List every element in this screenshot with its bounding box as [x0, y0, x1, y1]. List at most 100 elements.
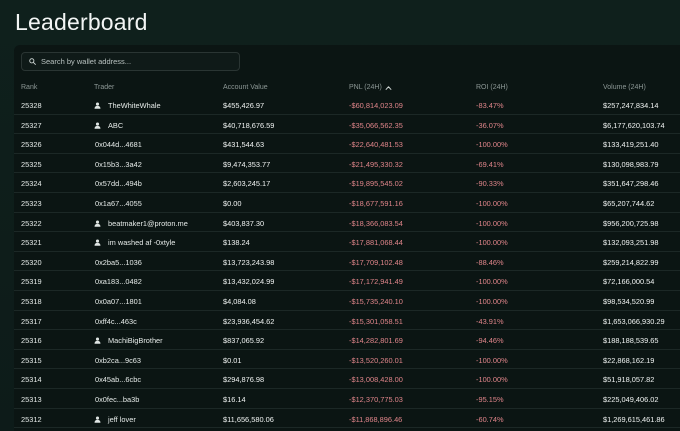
pnl-cell: -$13,520,260.01	[349, 355, 403, 365]
trader-cell[interactable]: MachiBigBrother	[94, 336, 163, 345]
trader-name[interactable]: TheWhiteWhale	[108, 101, 161, 110]
trader-name[interactable]: 0x57dd...494b	[95, 179, 142, 189]
account-value-cell: $13,723,243.98	[223, 257, 275, 267]
trader-name[interactable]: 0x044d...4681	[95, 140, 142, 150]
pnl-cell: -$17,709,102.48	[349, 257, 403, 267]
trader-cell[interactable]: 0x044d...4681	[95, 140, 142, 149]
rank-cell: 25314	[21, 375, 42, 385]
volume-cell: $351,647,298.46	[603, 179, 659, 189]
table-row[interactable]: 25327 ABC $40,718,676.59 -$35,066,562.35 -36…	[14, 115, 680, 135]
rank-cell: 25323	[21, 199, 42, 208]
roi-cell: -95.15%	[476, 395, 504, 404]
table-row[interactable]: 25314 0x45ab...6cbc $294,876.98 -$13,008,42…	[14, 369, 680, 389]
trader-name[interactable]: beatmaker1@proton.me	[108, 218, 188, 228]
pnl-cell: -$13,008,428.00	[349, 375, 403, 385]
table-row[interactable]: 25315 0xb2ca...9c63 $0.01 -$13,520,260.01 -1…	[14, 350, 680, 370]
table-row[interactable]: 25328 TheWhiteWhale $455,426.97 -$60,814,02…	[14, 95, 680, 115]
table-row[interactable]: 25322 beatmaker1@proton.me $403,837.30 -$18…	[14, 213, 680, 233]
trader-cell[interactable]: ABC	[94, 121, 123, 130]
rank-cell: 25321	[21, 238, 42, 248]
column-header-volume[interactable]: Volume (24H)	[603, 84, 646, 91]
table-row[interactable]: 25316 MachiBigBrother $837,065.92 -$14,282,…	[14, 330, 680, 350]
trader-cell[interactable]: 0x45ab...6cbc	[95, 375, 141, 384]
roi-cell: -94.46%	[476, 336, 504, 346]
pnl-cell: -$18,366,083.54	[349, 218, 403, 228]
trader-cell[interactable]: beatmaker1@proton.me	[94, 219, 188, 228]
roi-cell: -100.00%	[476, 140, 508, 150]
trader-cell[interactable]: 0xff4c...463c	[95, 317, 137, 326]
table-row[interactable]: 25321 im washed af -0xtyle $138.24 -$17,881…	[14, 232, 680, 252]
roi-cell: -100.00%	[476, 199, 508, 208]
trader-name[interactable]: 0xa183...0482	[95, 277, 142, 287]
table-row[interactable]: 25318 0x0a07...1801 $4,084.08 -$15,735,240.…	[14, 291, 680, 311]
account-value-cell: $2,603,245.17	[223, 179, 271, 189]
table-row[interactable]: 25319 0xa183...0482 $13,432,024.99 -$17,172…	[14, 271, 680, 291]
user-icon	[94, 337, 101, 344]
column-header-account-value[interactable]: Account Value	[223, 84, 268, 91]
table-row[interactable]: 25312 jeff lover $11,656,580.06 -$11,868,89…	[14, 409, 680, 429]
table-row[interactable]: 25313 0x0fec...ba3b $16.14 -$12,370,775.03 -…	[14, 389, 680, 409]
volume-cell: $22,868,162.19	[603, 355, 655, 365]
trader-name[interactable]: jeff lover	[108, 414, 136, 424]
volume-cell: $65,207,744.62	[603, 199, 655, 208]
search-input[interactable]	[41, 57, 231, 66]
column-header-pnl[interactable]: PNL (24H)	[349, 84, 392, 91]
table-row[interactable]: 25324 0x57dd...494b $2,603,245.17 -$19,895,…	[14, 173, 680, 193]
account-value-cell: $40,718,676.59	[223, 120, 275, 130]
trader-cell[interactable]: 0x1a67...4055	[95, 199, 142, 208]
table-row[interactable]: 25317 0xff4c...463c $23,936,454.62 -$15,301…	[14, 311, 680, 331]
trader-cell[interactable]: 0x57dd...494b	[95, 179, 142, 188]
roi-cell: -43.91%	[476, 316, 504, 326]
search-icon	[29, 58, 36, 65]
trader-name[interactable]: ABC	[108, 120, 124, 130]
trader-name[interactable]: im washed af -0xtyle	[108, 238, 176, 248]
search-bar[interactable]	[21, 52, 240, 71]
trader-name[interactable]: 0xff4c...463c	[95, 316, 137, 326]
trader-name[interactable]: 0xb2ca...9c63	[95, 355, 142, 365]
table-row[interactable]: 25320 0x2ba5...1036 $13,723,243.98 -$17,709…	[14, 252, 680, 272]
trader-cell[interactable]: 0xa183...0482	[95, 277, 142, 286]
page-title: Leaderboard	[15, 9, 148, 35]
roi-cell: -100.00%	[476, 277, 508, 287]
trader-name[interactable]: 0x2ba5...1036	[95, 257, 142, 267]
trader-name[interactable]: MachiBigBrother	[108, 336, 163, 346]
trader-name[interactable]: 0x0a07...1801	[95, 297, 142, 306]
pnl-cell: -$18,677,591.16	[349, 199, 403, 208]
trader-name[interactable]: 0x0fec...ba3b	[95, 395, 140, 404]
trader-cell[interactable]: jeff lover	[94, 415, 136, 424]
roi-cell: -90.33%	[476, 179, 504, 189]
trader-cell[interactable]: 0x0fec...ba3b	[95, 395, 139, 404]
table-row[interactable]: 25323 0x1a67...4055 $0.00 -$18,677,591.16 -1…	[14, 193, 680, 213]
volume-cell: $132,093,251.98	[603, 238, 659, 248]
roi-cell: -36.07%	[476, 120, 504, 130]
column-header-trader[interactable]: Trader	[94, 84, 115, 91]
roi-cell: -88.46%	[476, 257, 504, 267]
pnl-cell: -$17,881,068.44	[349, 238, 403, 248]
user-icon	[94, 220, 101, 227]
leaderboard-panel	[14, 45, 680, 431]
trader-name[interactable]: 0x15b3...3a42	[95, 159, 142, 169]
account-value-cell: $455,426.97	[223, 101, 265, 110]
trader-cell[interactable]: 0x15b3...3a42	[95, 160, 142, 169]
trader-cell[interactable]: 0x2ba5...1036	[95, 258, 142, 267]
volume-cell: $259,214,822.99	[603, 257, 659, 267]
trader-name[interactable]: 0x45ab...6cbc	[95, 375, 142, 385]
table-row[interactable]: 25325 0x15b3...3a42 $9,474,353.77 -$21,495,…	[14, 154, 680, 174]
user-icon	[94, 239, 101, 246]
trader-cell[interactable]: TheWhiteWhale	[94, 101, 161, 110]
column-header-roi[interactable]: ROI (24H)	[476, 84, 508, 91]
column-header-rank[interactable]: Rank	[21, 84, 38, 91]
rank-cell: 25325	[21, 159, 42, 169]
trader-cell[interactable]: 0x0a07...1801	[95, 297, 142, 306]
volume-cell: $98,534,520.99	[603, 297, 655, 306]
table-header: Rank Trader Account Value PNL (24H) ROI …	[0, 80, 680, 95]
table-row[interactable]: 25326 0x044d...4681 $431,544.63 -$22,640,48…	[14, 134, 680, 154]
pnl-cell: -$22,640,481.53	[349, 140, 403, 150]
trader-name[interactable]: 0x1a67...4055	[95, 199, 142, 208]
account-value-cell: $403,837.30	[223, 218, 265, 228]
trader-cell[interactable]: im washed af -0xtyle	[94, 238, 175, 247]
rank-cell: 25322	[21, 218, 42, 228]
trader-cell[interactable]: 0xb2ca...9c63	[95, 356, 141, 365]
rank-cell: 25317	[21, 316, 42, 326]
volume-cell: $1,269,615,461.86	[603, 414, 665, 424]
